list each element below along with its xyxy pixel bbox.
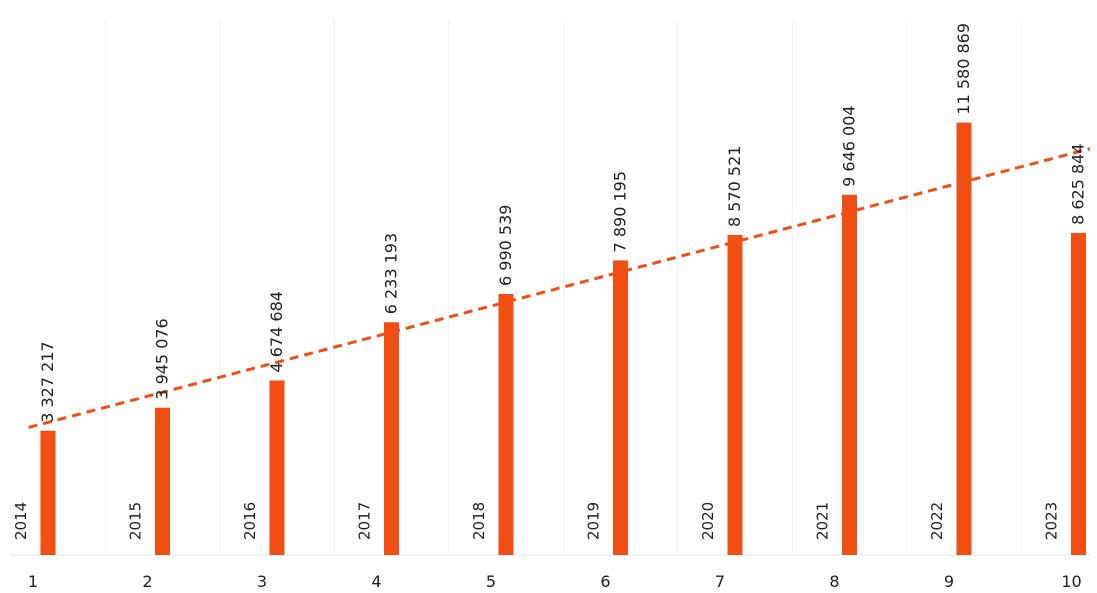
data-label-3: 4 674 684 xyxy=(267,291,286,372)
data-label-4: 6 233 193 xyxy=(382,233,401,314)
bar-9 xyxy=(956,122,972,555)
bar-2 xyxy=(155,407,170,555)
year-label-2014: 2014 xyxy=(12,502,30,540)
bar-10 xyxy=(1071,232,1086,555)
x-tick-label-2: 2 xyxy=(142,572,152,591)
x-tick-label-4: 4 xyxy=(371,572,381,591)
data-label-5: 6 990 539 xyxy=(496,205,515,286)
bar-1 xyxy=(40,430,56,555)
data-label-1: 3 327 217 xyxy=(38,341,57,422)
x-tick-label-5: 5 xyxy=(486,572,496,591)
year-label-2019: 2019 xyxy=(585,502,603,540)
x-tick-label-7: 7 xyxy=(715,572,725,591)
bar-6 xyxy=(613,260,628,555)
data-label-7: 8 570 521 xyxy=(725,146,744,227)
bars-group xyxy=(40,122,1086,556)
bar-4 xyxy=(384,322,399,555)
year-label-2018: 2018 xyxy=(470,502,488,540)
year-label-2022: 2022 xyxy=(928,502,946,540)
year-label-2020: 2020 xyxy=(699,502,717,540)
trendline xyxy=(28,147,1091,429)
trendline-group xyxy=(28,147,1091,429)
data-label-9: 11 580 869 xyxy=(954,23,973,115)
x-tick-label-8: 8 xyxy=(829,572,839,591)
data-label-8: 9 646 004 xyxy=(840,105,859,186)
year-label-2016: 2016 xyxy=(241,502,259,540)
x-tick-label-6: 6 xyxy=(600,572,610,591)
year-label-2023: 2023 xyxy=(1043,502,1061,540)
x-tick-label-9: 9 xyxy=(944,572,954,591)
bar-7 xyxy=(727,234,743,555)
bar-5 xyxy=(498,293,514,555)
bar-3 xyxy=(269,380,285,555)
chart-background xyxy=(10,20,1090,556)
year-label-2021: 2021 xyxy=(814,502,832,540)
x-tick-label-3: 3 xyxy=(257,572,267,591)
data-label-10: 8 625 844 xyxy=(1069,143,1088,224)
data-label-2: 3 945 076 xyxy=(153,318,172,399)
data-label-6: 7 890 195 xyxy=(611,171,630,252)
year-label-2015: 2015 xyxy=(127,502,145,540)
year-label-2017: 2017 xyxy=(356,502,374,540)
bar-8 xyxy=(842,194,857,556)
x-tick-label-10: 10 xyxy=(1061,572,1081,591)
x-tick-label-1: 1 xyxy=(28,572,38,591)
